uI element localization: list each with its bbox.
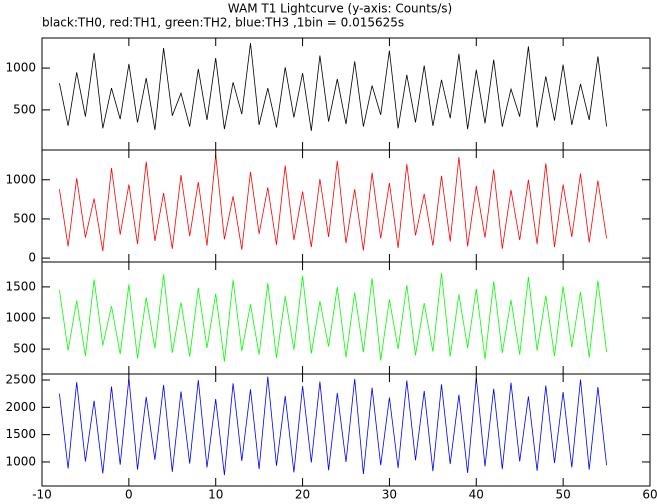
y-tick-label: 1000 [5, 61, 36, 75]
series-line [59, 42, 607, 131]
y-tick-label: 500 [13, 102, 36, 116]
y-tick-label: 1000 [5, 172, 36, 186]
y-tick-label: 500 [13, 211, 36, 225]
y-tick-label: 2500 [5, 373, 36, 387]
x-tick-label: 10 [208, 488, 223, 502]
y-tick-label: 1000 [5, 454, 36, 468]
y-tick-label: 500 [13, 342, 36, 356]
panel-frame [41, 373, 651, 487]
series-line [59, 376, 607, 476]
y-tick-label: 1500 [5, 427, 36, 441]
y-tick-label: 1500 [5, 279, 36, 293]
x-tick-label: 60 [642, 488, 657, 502]
y-tick-label: 0 [28, 251, 36, 265]
x-tick-label: 20 [295, 488, 310, 502]
x-tick-label: 0 [125, 488, 133, 502]
y-tick-label: 2000 [5, 400, 36, 414]
x-tick-label: 30 [382, 488, 397, 502]
series-line [59, 273, 607, 362]
x-tick-label: 40 [469, 488, 484, 502]
chart-title: WAM T1 Lightcurve (y-axis: Counts/s) [228, 2, 452, 16]
series-line [59, 154, 607, 252]
x-tick-label: 50 [556, 488, 571, 502]
x-tick-label: -10 [32, 488, 52, 502]
y-tick-label: 1000 [5, 311, 36, 325]
chart-subtitle: black:TH0, red:TH1, green:TH2, blue:TH3 … [42, 16, 404, 30]
